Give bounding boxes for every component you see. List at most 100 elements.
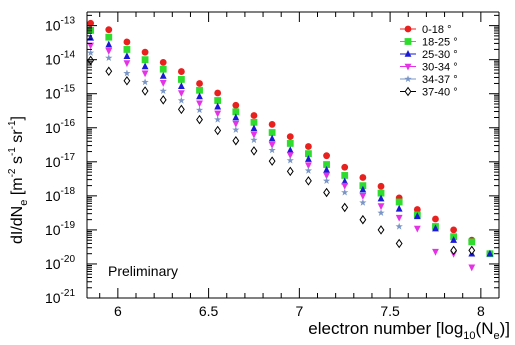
data-point [341,177,349,185]
data-point [395,222,403,230]
legend-label: 25-30 ° [422,49,458,61]
data-point [486,249,494,257]
data-point [123,38,131,46]
data-point [450,236,458,243]
data-point [395,238,403,249]
legend-marker [404,63,412,71]
data-point [305,143,312,150]
x-tick-label: 6 [114,303,122,319]
data-points [87,19,494,272]
data-point [359,185,367,193]
y-tick-label: 10-18 [45,186,75,204]
data-point [141,48,149,56]
data-point [232,135,240,146]
data-point [323,152,330,160]
data-point [177,104,185,115]
data-point [323,187,330,198]
legend-label: 37-40 ° [422,87,458,99]
data-point [159,80,167,87]
data-point [159,58,167,66]
data-point [87,42,95,50]
data-point [177,82,185,90]
data-point [341,202,349,213]
data-point [87,49,95,56]
data-point [177,76,185,83]
y-tick-label: 10-17 [45,152,75,170]
data-point [214,115,222,123]
data-point [159,95,167,105]
data-point [323,161,330,168]
legend-item: 37-40 ° [400,87,458,99]
data-point [341,188,349,196]
data-point [159,72,167,79]
y-ticks: 10-21 10-20 10-19 10-18 10-17 10-16 10-15 10-14… [45,14,499,306]
data-point [305,150,312,158]
legend-item: 34-37 ° [400,74,458,86]
data-point [177,90,185,98]
legend-label: 18-25 ° [422,37,458,49]
legend-marker [404,75,412,83]
data-point [250,118,258,126]
data-point [105,66,113,77]
data-point [305,162,312,170]
data-point [196,80,203,87]
data-point [123,52,131,60]
data-point [377,189,385,197]
axes [86,11,500,299]
data-point [177,96,185,104]
data-point [268,156,276,166]
data-point [268,146,276,154]
legend-label: 0-18 ° [422,24,451,36]
data-point [305,155,312,162]
data-point [413,225,421,233]
data-point [196,92,203,100]
data-point [377,203,385,211]
x-axis-label: electron number [log10(Ne)] [308,319,510,342]
x-tick-label: 7 [295,303,303,319]
data-point [87,19,95,27]
legend-marker [404,86,412,97]
data-point [450,226,458,234]
data-point [214,102,222,110]
data-point [250,131,258,139]
data-point [141,70,149,78]
data-point [286,156,294,164]
data-point [214,110,222,118]
data-point [159,65,167,73]
data-point [341,182,349,190]
data-point [286,133,294,141]
legend-item: 25-30 ° [400,49,458,61]
data-point [286,152,294,159]
y-tick-label: 10-19 [45,220,75,238]
data-point [377,194,385,202]
data-point [87,55,95,66]
data-point [105,26,113,34]
data-point [232,113,240,121]
data-point [413,212,421,220]
x-tick-label: 7.5 [380,303,400,319]
data-point [268,129,276,136]
data-point [432,248,439,256]
data-point [141,78,149,86]
legend-marker [404,25,412,33]
data-point [395,204,403,212]
data-point [359,198,367,206]
data-point [305,176,312,186]
data-point [123,46,131,53]
data-point [195,106,204,114]
data-point [105,40,113,48]
y-tick-label: 10-20 [45,254,75,272]
data-point [395,198,403,206]
data-point [196,100,203,108]
y-tick-label: 10-15 [45,84,75,102]
x-tick-label: 6.5 [199,303,219,319]
data-point [232,126,240,133]
data-point [377,182,385,190]
legend-item: 0-18 ° [400,24,451,36]
data-point [468,238,476,246]
data-point [250,124,258,132]
series-5 [87,49,403,230]
legend-marker [404,50,412,57]
data-point [123,76,131,86]
